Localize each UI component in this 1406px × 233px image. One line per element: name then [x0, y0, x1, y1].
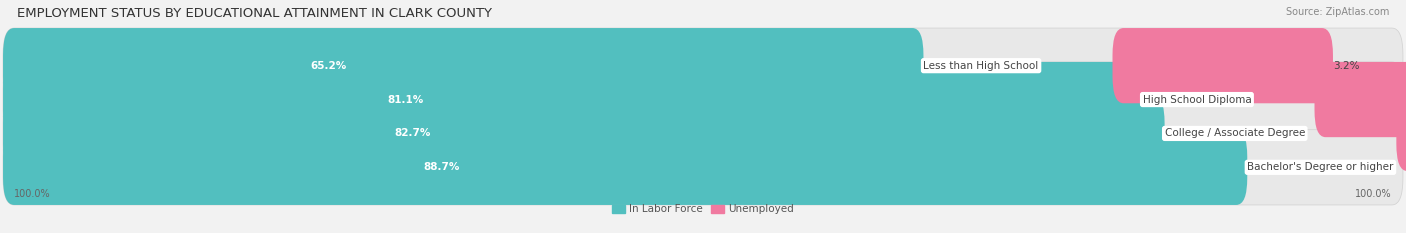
- FancyBboxPatch shape: [3, 96, 1403, 171]
- FancyBboxPatch shape: [3, 62, 1403, 137]
- FancyBboxPatch shape: [3, 28, 924, 103]
- Text: Bachelor's Degree or higher: Bachelor's Degree or higher: [1247, 162, 1393, 172]
- FancyBboxPatch shape: [3, 28, 1403, 103]
- FancyBboxPatch shape: [1112, 28, 1333, 103]
- Text: 3.2%: 3.2%: [1333, 61, 1360, 71]
- FancyBboxPatch shape: [3, 96, 1164, 171]
- Text: 100.0%: 100.0%: [1355, 189, 1392, 199]
- FancyBboxPatch shape: [1315, 62, 1406, 137]
- Text: 88.7%: 88.7%: [423, 162, 460, 172]
- Text: High School Diploma: High School Diploma: [1143, 95, 1251, 105]
- FancyBboxPatch shape: [3, 130, 1403, 205]
- Text: Source: ZipAtlas.com: Source: ZipAtlas.com: [1285, 7, 1389, 17]
- Text: College / Associate Degree: College / Associate Degree: [1164, 128, 1305, 138]
- Text: Less than High School: Less than High School: [924, 61, 1039, 71]
- Text: 100.0%: 100.0%: [14, 189, 51, 199]
- FancyBboxPatch shape: [3, 62, 1143, 137]
- FancyBboxPatch shape: [3, 130, 1247, 205]
- Text: EMPLOYMENT STATUS BY EDUCATIONAL ATTAINMENT IN CLARK COUNTY: EMPLOYMENT STATUS BY EDUCATIONAL ATTAINM…: [17, 7, 492, 20]
- FancyBboxPatch shape: [1396, 96, 1406, 171]
- Text: 82.7%: 82.7%: [395, 128, 432, 138]
- Legend: In Labor Force, Unemployed: In Labor Force, Unemployed: [609, 200, 797, 219]
- Text: 81.1%: 81.1%: [387, 95, 423, 105]
- Text: 65.2%: 65.2%: [311, 61, 347, 71]
